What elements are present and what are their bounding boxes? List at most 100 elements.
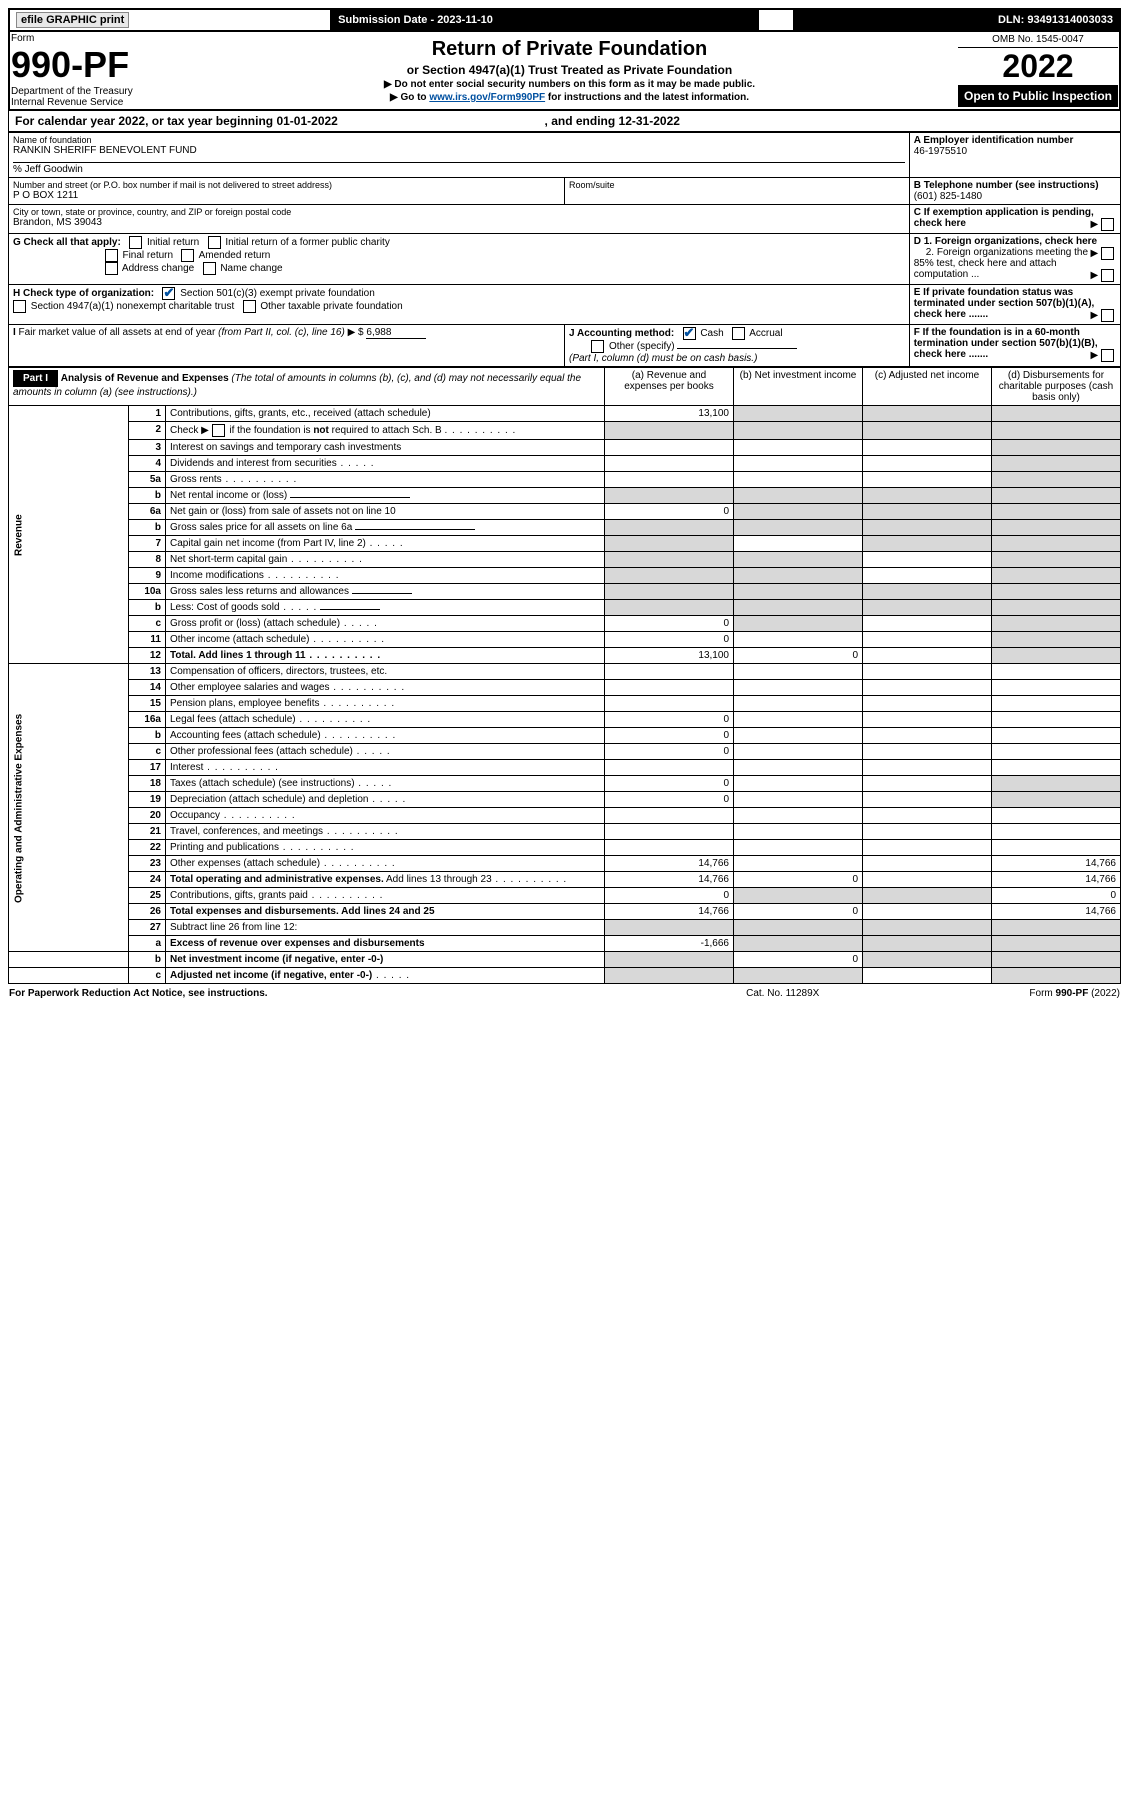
table-row: 5aGross rents bbox=[9, 472, 1121, 488]
goto-post: for instructions and the latest informat… bbox=[545, 92, 749, 103]
city-value: Brandon, MS 39043 bbox=[13, 217, 905, 228]
table-row: cAdjusted net income (if negative, enter… bbox=[9, 968, 1121, 984]
table-row: aExcess of revenue over expenses and dis… bbox=[9, 936, 1121, 952]
careof: % Jeff Goodwin bbox=[13, 162, 905, 175]
table-row: 8Net short-term capital gain bbox=[9, 552, 1121, 568]
table-row: 7Capital gain net income (from Part IV, … bbox=[9, 536, 1121, 552]
d1-label: D 1. Foreign organizations, check here bbox=[914, 236, 1097, 247]
col-a-header: (a) Revenue and expenses per books bbox=[605, 368, 734, 406]
table-row: 6aNet gain or (loss) from sale of assets… bbox=[9, 504, 1121, 520]
form-title: Return of Private Foundation bbox=[183, 38, 956, 61]
d1-checkbox[interactable] bbox=[1101, 247, 1114, 260]
footer-right: Form 990-PF (2022) bbox=[880, 984, 1121, 1000]
c-checkbox[interactable] bbox=[1101, 218, 1114, 231]
table-row: 19Depreciation (attach schedule) and dep… bbox=[9, 792, 1121, 808]
form-subtitle: or Section 4947(a)(1) Trust Treated as P… bbox=[183, 63, 956, 77]
table-row: 2Check ▶ if the foundation is not requir… bbox=[9, 422, 1121, 440]
f-label: F If the foundation is in a 60-month ter… bbox=[914, 327, 1098, 360]
fmv-value: 6,988 bbox=[366, 327, 426, 339]
table-row: 20Occupancy bbox=[9, 808, 1121, 824]
h-4947-checkbox[interactable] bbox=[13, 300, 26, 313]
d2-label: 2. Foreign organizations meeting the 85%… bbox=[914, 247, 1088, 280]
phone-value: (601) 825-1480 bbox=[914, 191, 1116, 202]
j-accrual-checkbox[interactable] bbox=[732, 327, 745, 340]
ssn-note: ▶ Do not enter social security numbers o… bbox=[183, 79, 956, 90]
j-cash-checkbox[interactable] bbox=[683, 327, 696, 340]
form-label: Form bbox=[11, 33, 181, 44]
instructions-link[interactable]: www.irs.gov/Form990PF bbox=[429, 92, 545, 103]
h-label: H Check type of organization: bbox=[13, 288, 154, 299]
g-final-return[interactable] bbox=[105, 249, 118, 262]
j-label: J Accounting method: bbox=[569, 328, 674, 339]
open-public-badge: Open to Public Inspection bbox=[958, 85, 1118, 107]
j-note: (Part I, column (d) must be on cash basi… bbox=[569, 353, 757, 364]
table-row: bNet rental income or (loss) bbox=[9, 488, 1121, 504]
sch-b-checkbox[interactable] bbox=[212, 424, 225, 437]
page-footer: For Paperwork Reduction Act Notice, see … bbox=[8, 984, 1121, 1000]
part1-label: Part I bbox=[13, 370, 58, 387]
top-bar: efile GRAPHIC print Submission Date - 20… bbox=[8, 8, 1121, 32]
g-label: G Check all that apply: bbox=[13, 237, 121, 248]
name-label: Name of foundation bbox=[13, 135, 905, 145]
d2-checkbox[interactable] bbox=[1101, 269, 1114, 282]
addr-value: P O BOX 1211 bbox=[13, 190, 560, 201]
table-row: Revenue 1Contributions, gifts, grants, e… bbox=[9, 406, 1121, 422]
table-row: 21Travel, conferences, and meetings bbox=[9, 824, 1121, 840]
table-row: bAccounting fees (attach schedule)0 bbox=[9, 728, 1121, 744]
tax-year: 2022 bbox=[958, 48, 1118, 85]
dln-label: DLN: bbox=[998, 14, 1027, 26]
table-row: 3Interest on savings and temporary cash … bbox=[9, 440, 1121, 456]
g-initial-return[interactable] bbox=[129, 236, 142, 249]
table-row: cGross profit or (loss) (attach schedule… bbox=[9, 616, 1121, 632]
e-checkbox[interactable] bbox=[1101, 309, 1114, 322]
submission-date: 2023-11-10 bbox=[437, 14, 493, 26]
table-row: 14Other employee salaries and wages bbox=[9, 680, 1121, 696]
identification-block: Name of foundation RANKIN SHERIFF BENEVO… bbox=[8, 132, 1121, 367]
i-label: I bbox=[13, 327, 16, 338]
goto-pre: ▶ Go to bbox=[390, 92, 429, 103]
dln-value: 93491314003033 bbox=[1027, 14, 1113, 26]
g-amended-return[interactable] bbox=[181, 249, 194, 262]
e-label: E If private foundation status was termi… bbox=[914, 287, 1095, 320]
table-row: 9Income modifications bbox=[9, 568, 1121, 584]
calendar-year-bar: For calendar year 2022, or tax year begi… bbox=[8, 111, 1121, 132]
table-row: 12Total. Add lines 1 through 1113,1000 bbox=[9, 648, 1121, 664]
g-address-change[interactable] bbox=[105, 262, 118, 275]
efile-print-button[interactable]: efile GRAPHIC print bbox=[16, 12, 129, 28]
dept-1: Department of the Treasury bbox=[11, 86, 181, 97]
ein-label: A Employer identification number bbox=[914, 135, 1116, 146]
footer-left: For Paperwork Reduction Act Notice, see … bbox=[8, 984, 685, 1000]
col-d-header: (d) Disbursements for charitable purpose… bbox=[992, 368, 1121, 406]
form-number: 990-PF bbox=[11, 44, 181, 86]
c-label: C If exemption application is pending, c… bbox=[914, 207, 1094, 229]
table-row: 10aGross sales less returns and allowanc… bbox=[9, 584, 1121, 600]
table-row: 27Subtract line 26 from line 12: bbox=[9, 920, 1121, 936]
table-row: 4Dividends and interest from securities bbox=[9, 456, 1121, 472]
table-row: 18Taxes (attach schedule) (see instructi… bbox=[9, 776, 1121, 792]
table-row: 24Total operating and administrative exp… bbox=[9, 872, 1121, 888]
table-row: 23Other expenses (attach schedule)14,766… bbox=[9, 856, 1121, 872]
expenses-section-label: Operating and Administrative Expenses bbox=[9, 664, 129, 952]
f-checkbox[interactable] bbox=[1101, 349, 1114, 362]
form-header: Form 990-PF Department of the Treasury I… bbox=[8, 32, 1121, 111]
table-row: 16aLegal fees (attach schedule)0 bbox=[9, 712, 1121, 728]
g-initial-former[interactable] bbox=[208, 236, 221, 249]
revenue-section-label: Revenue bbox=[9, 406, 129, 664]
part1-title: Analysis of Revenue and Expenses bbox=[61, 373, 229, 384]
table-row: 26Total expenses and disbursements. Add … bbox=[9, 904, 1121, 920]
table-row: 15Pension plans, employee benefits bbox=[9, 696, 1121, 712]
table-row: 17Interest bbox=[9, 760, 1121, 776]
table-row: bLess: Cost of goods sold bbox=[9, 600, 1121, 616]
submission-label: Submission Date - bbox=[338, 14, 437, 26]
footer-mid: Cat. No. 11289X bbox=[685, 984, 880, 1000]
table-row: cOther professional fees (attach schedul… bbox=[9, 744, 1121, 760]
phone-label: B Telephone number (see instructions) bbox=[914, 180, 1116, 191]
h-other-taxable-checkbox[interactable] bbox=[243, 300, 256, 313]
addr-label: Number and street (or P.O. box number if… bbox=[13, 180, 560, 190]
h-501c3-checkbox[interactable] bbox=[162, 287, 175, 300]
omb-number: OMB No. 1545-0047 bbox=[958, 34, 1118, 48]
dept-2: Internal Revenue Service bbox=[11, 97, 181, 108]
g-name-change[interactable] bbox=[203, 262, 216, 275]
ein-value: 46-1975510 bbox=[914, 146, 1116, 157]
j-other-checkbox[interactable] bbox=[591, 340, 604, 353]
